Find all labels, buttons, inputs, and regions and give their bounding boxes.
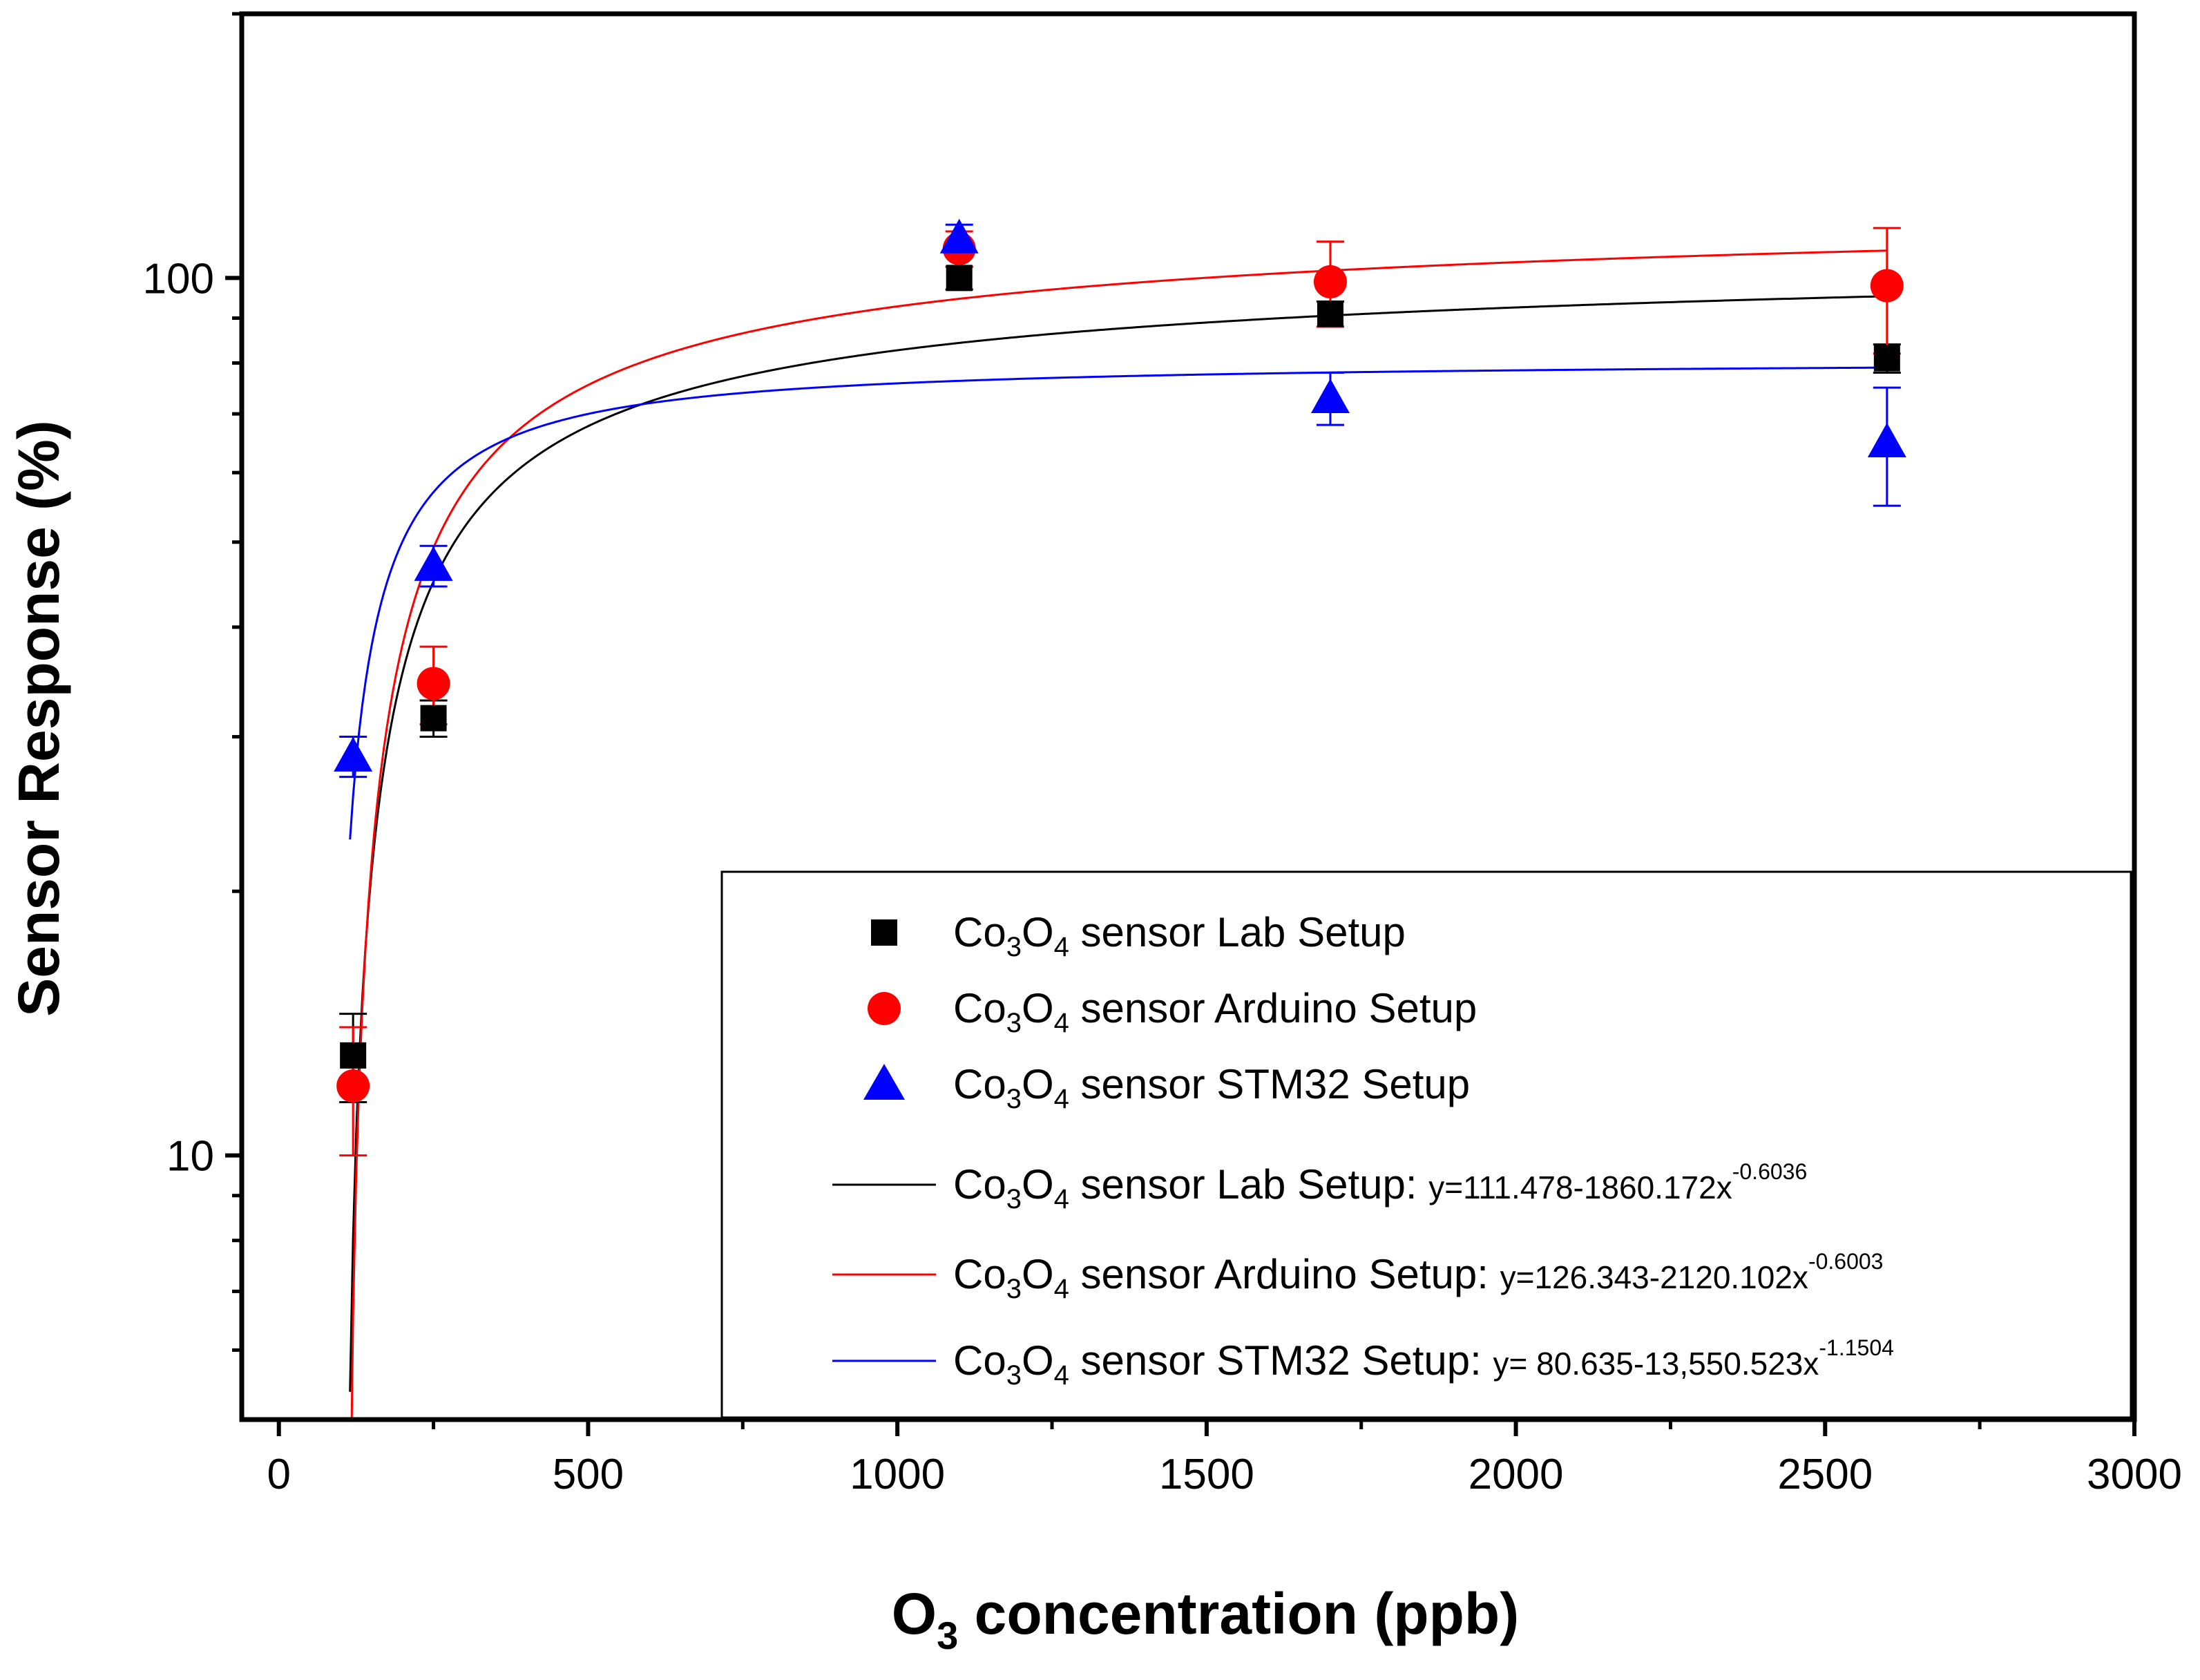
fit-curve-2 (350, 249, 1887, 1420)
x-tick-label: 1000 (850, 1451, 945, 1498)
data-point-square (1873, 345, 1900, 372)
y-tick-label: 100 (143, 255, 214, 303)
legend-label-sub: 3 (1006, 1360, 1022, 1391)
legend-label-sub: 4 (1054, 1274, 1069, 1304)
legend-label-circle: Co3O4 sensor Arduino Setup (953, 985, 1477, 1038)
data-point-square (340, 1042, 367, 1069)
legend-label-sub: 4 (1054, 1008, 1069, 1038)
legend-fit-label-2: Co3O4 sensor Arduino Setup: y=126.343-21… (953, 1249, 1883, 1304)
legend-label-sub: 4 (1054, 1084, 1069, 1114)
x-tick-label: 3000 (2087, 1451, 2182, 1498)
y-axis-title: Sensor Response (%) (6, 420, 71, 1017)
legend-label-part: sensor STM32 Setup: (1069, 1337, 1493, 1384)
plot-area (334, 218, 1906, 1420)
legend-label-part: Co (953, 985, 1006, 1031)
data-point-square (1317, 300, 1343, 327)
legend-marker-triangle (863, 1064, 905, 1100)
legend-label-part: O (1022, 1161, 1054, 1208)
legend-label-part: Co (953, 1251, 1006, 1297)
data-point-circle (1313, 265, 1347, 298)
legend-label-part: sensor Arduino Setup: (1069, 1251, 1500, 1297)
legend-label-sub: 3 (1006, 1184, 1022, 1214)
fit-curve-3 (349, 366, 1887, 840)
y-tick-label: 10 (166, 1133, 214, 1181)
legend-label-part: Co (953, 909, 1006, 955)
x-tick-label: 0 (267, 1451, 290, 1498)
legend-label-part: O (1022, 1337, 1054, 1384)
plot-content (334, 218, 1906, 1420)
data-point-square (946, 265, 973, 292)
legend-box (720, 870, 2132, 1419)
legend-label-sub: 4 (1054, 1360, 1069, 1391)
data-point-circle (417, 667, 450, 700)
x-tick-label: 2000 (1469, 1451, 1564, 1498)
data-point-square (420, 705, 447, 732)
legend-label-triangle: Co3O4 sensor STM32 Setup (953, 1061, 1470, 1114)
data-point-triangle (1310, 378, 1350, 413)
legend-label-sub: 3 (1006, 1274, 1022, 1304)
legend-label-part: O (1022, 985, 1054, 1031)
legend-label-part: sensor STM32 Setup (1069, 1061, 1470, 1107)
legend-label-part: O (1022, 1251, 1054, 1297)
x-tick-label: 500 (553, 1451, 624, 1498)
x-axis-title-main: O (892, 1581, 937, 1646)
legend-marker-circle (868, 992, 901, 1025)
legend-label-sub: 4 (1054, 932, 1069, 962)
legend-label-part: Co (953, 1061, 1006, 1107)
legend-fit-equation: y= 80.635-13,550.523x (1493, 1346, 1819, 1382)
plot-frame (239, 11, 2137, 1422)
legend-label-part: sensor Lab Setup: (1069, 1161, 1428, 1208)
legend-label-sub: 3 (1006, 1084, 1022, 1114)
legend-label-sub: 3 (1006, 1008, 1022, 1038)
legend-label-part: sensor Lab Setup (1069, 909, 1406, 955)
legend-label-part: O (1022, 1061, 1054, 1107)
legend-label-square: Co3O4 sensor Lab Setup (953, 909, 1406, 962)
data-point-triangle (414, 546, 453, 581)
data-point-circle (1870, 269, 1904, 303)
legend-fit-exponent: -1.1504 (1819, 1335, 1894, 1360)
legend-label-part: Co (953, 1337, 1006, 1384)
data-point-triangle (334, 736, 373, 772)
legend-label-part: Co (953, 1161, 1006, 1208)
legend-fit-exponent: -0.6036 (1732, 1159, 1808, 1184)
data-point-circle (336, 1069, 370, 1103)
x-tick-label: 1500 (1159, 1451, 1254, 1498)
legend-fit-equation: y=111.478-1860.172x (1428, 1170, 1732, 1205)
x-axis-title: O3 concentration (ppb) (892, 1581, 1519, 1657)
legend-label-sub: 4 (1054, 1184, 1069, 1214)
fit-curve-1 (349, 295, 1887, 1392)
legend-label-part: O (1022, 909, 1054, 955)
x-axis-title-rest: concentration (ppb) (958, 1581, 1519, 1646)
legend-fit-label-3: Co3O4 sensor STM32 Setup: y= 80.635-13,5… (953, 1335, 1894, 1391)
x-tick-label: 2500 (1777, 1451, 1873, 1498)
data-point-triangle (939, 218, 979, 254)
legend-label-sub: 3 (1006, 932, 1022, 962)
legend-marker-square (871, 919, 897, 946)
legend-label-part: sensor Arduino Setup (1069, 985, 1477, 1031)
data-point-triangle (1867, 423, 1906, 458)
legend-fit-label-1: Co3O4 sensor Lab Setup: y=111.478-1860.1… (953, 1159, 1807, 1214)
legend-fit-equation: y=126.343-2120.102x (1500, 1259, 1808, 1295)
x-axis-title-sub: 3 (937, 1614, 958, 1657)
legend-fit-exponent: -0.6003 (1808, 1249, 1884, 1274)
